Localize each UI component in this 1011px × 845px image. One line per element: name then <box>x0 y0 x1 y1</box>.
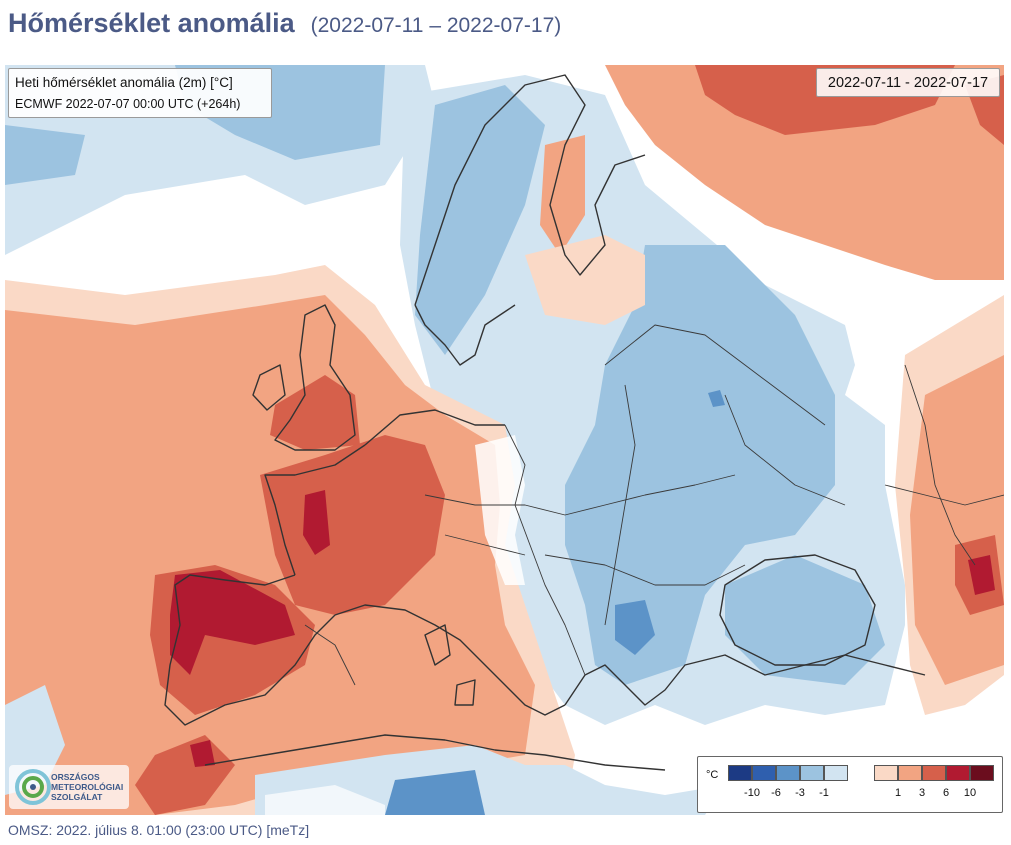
legend-swatch-warm-10 <box>946 765 970 781</box>
warm-zone-britain <box>270 375 360 450</box>
legend-tick-minus-3: -3 <box>795 787 805 799</box>
omsz-logo: ORSZÁGOS METEOROLÓGIAI SZOLGÁLAT <box>9 765 129 809</box>
legend-tick-6: 6 <box>942 787 950 799</box>
neutral-zone-north-africa <box>265 785 385 815</box>
omsz-logo-icon <box>15 769 51 805</box>
logo-text-line3: SZOLGÁLAT <box>51 792 103 802</box>
legend-swatch-cold-extreme <box>728 765 752 781</box>
page-subtitle: (2022-07-11 – 2022-07-17) <box>310 14 562 37</box>
legend-swatch-warm-1 <box>874 765 898 781</box>
legend-swatch-cold-3 <box>800 765 824 781</box>
cold-zone-balkans-core <box>615 600 655 655</box>
neutral-zone-central-europe <box>475 435 525 585</box>
cold-zone-scandinavia-core <box>415 85 545 355</box>
legend-swatch-cold-6 <box>776 765 800 781</box>
cold-zone-mediterranean-core <box>385 770 485 815</box>
cold-zone-black-sea <box>725 555 885 685</box>
map-info-title: Heti hőmérséklet anomália (2m) [°C] <box>15 75 233 90</box>
cold-zone-iceland-patch <box>5 125 85 185</box>
legend-swatch-cold-10 <box>752 765 776 781</box>
map-info-model: ECMWF 2022-07-07 00:00 UTC (+264h) <box>15 97 241 111</box>
page-title: Hőmérséklet anomália <box>8 8 295 38</box>
cold-zone-eastern-europe <box>565 245 835 685</box>
legend-tick-minus-1: -1 <box>819 787 829 799</box>
cold-zone-small-core <box>708 390 725 407</box>
legend-swatch-warm-6 <box>922 765 946 781</box>
color-legend: °C -10 -6 -3 -1 1 3 6 10 <box>697 756 1003 813</box>
legend-unit: °C <box>706 769 719 781</box>
warm-zone-north-russia <box>605 65 1004 280</box>
warm-zone-north-africa-core <box>190 740 215 767</box>
coastlines <box>164 74 926 771</box>
map-info-box: Heti hőmérséklet anomália (2m) [°C] ECMW… <box>8 68 272 118</box>
legend-tick-1: 1 <box>894 787 902 799</box>
map-canvas <box>5 65 1004 815</box>
warm-zone-finland-strip <box>540 135 585 255</box>
legend-tick-minus-6: -6 <box>771 787 781 799</box>
country-borders <box>304 324 1004 686</box>
legend-tick-3: 3 <box>918 787 926 799</box>
warm-zone-france <box>260 435 445 615</box>
footer-source: OMSZ: 2022. július 8. 01:00 (23:00 UTC) … <box>8 822 310 838</box>
cold-zone-mediterranean-south <box>255 745 725 815</box>
legend-swatch-cold-1 <box>824 765 848 781</box>
map-date-range: 2022-07-11 - 2022-07-17 <box>816 68 1000 97</box>
anomaly-map: Heti hőmérséklet anomália (2m) [°C] ECMW… <box>5 65 1004 815</box>
title-row: Hőmérséklet anomália (2022-07-11 – 2022-… <box>8 8 561 48</box>
logo-text-line1: ORSZÁGOS <box>51 772 100 782</box>
warm-zone-iberia-core <box>170 570 295 675</box>
warm-zone-france-core <box>303 490 330 555</box>
legend-swatch-warm-3 <box>898 765 922 781</box>
warm-zone-east-moderate <box>910 355 1004 685</box>
legend-swatch-warm-extreme <box>970 765 994 781</box>
logo-text-line2: METEOROLÓGIAI <box>51 782 124 792</box>
warm-zone-baltic <box>525 235 645 325</box>
warm-zone-west-moderate <box>5 295 535 815</box>
legend-tick-10: 10 <box>963 787 977 799</box>
legend-tick-minus-10: -10 <box>744 787 760 799</box>
